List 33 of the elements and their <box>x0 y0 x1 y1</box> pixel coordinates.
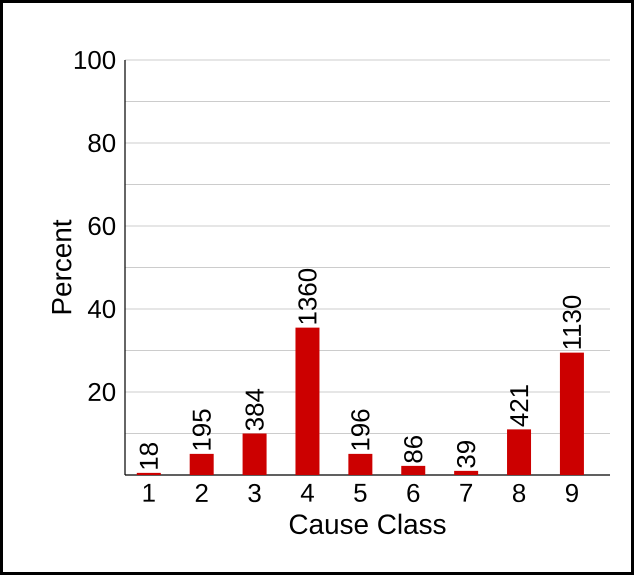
y-tick-label: 60 <box>88 216 116 236</box>
bar <box>454 470 478 475</box>
x-tick-label: 8 <box>512 484 526 502</box>
x-axis-title: Cause Class <box>290 514 446 534</box>
annotation: 18 <box>140 443 158 469</box>
y-axis-title: Percent <box>52 220 72 314</box>
x-tick-label: 6 <box>407 484 420 502</box>
x-tick-label: 5 <box>354 484 366 502</box>
annotation: 384 <box>245 388 264 430</box>
y-tick-label: 20 <box>88 382 116 402</box>
y-tick-label: 100 <box>74 50 116 70</box>
annotation: 196 <box>351 410 370 450</box>
y-tick-label: 40 <box>88 300 116 318</box>
bar <box>348 454 372 475</box>
annotation: 39 <box>456 441 476 468</box>
x-tick-label: 3 <box>248 484 261 502</box>
y-tick-label: 80 <box>88 134 116 152</box>
annotation: 86 <box>404 436 422 463</box>
bar <box>190 454 214 475</box>
bar <box>507 429 532 475</box>
x-tick-label: 2 <box>196 484 208 502</box>
annotation: 1130 <box>562 296 582 348</box>
bar <box>401 466 426 475</box>
bar <box>560 352 584 475</box>
bar <box>295 328 320 475</box>
x-tick-label: 9 <box>566 484 578 502</box>
annotation: 421 <box>510 385 528 427</box>
annotation: 195 <box>192 410 211 450</box>
annotation: 1360 <box>298 268 317 324</box>
x-tick-label: 7 <box>460 484 472 502</box>
x-tick-label: 1 <box>144 484 155 502</box>
bar <box>242 434 267 475</box>
x-tick-label: 4 <box>300 484 314 502</box>
